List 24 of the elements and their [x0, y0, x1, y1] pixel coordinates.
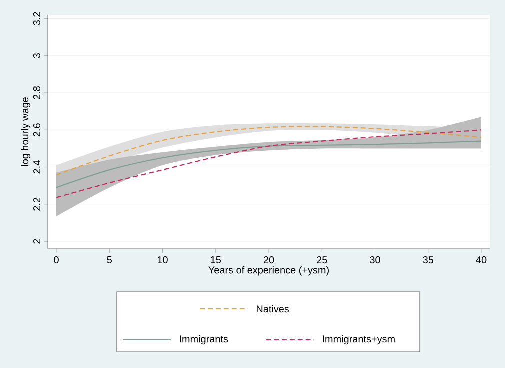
legend-label: Natives [257, 305, 290, 313]
y-axis-title: log hourly wage [21, 98, 31, 166]
y-tick-label: 2.4 [34, 160, 40, 174]
legend-label: Immigrants+ysm [323, 335, 395, 345]
x-tick-label: 0 [54, 256, 59, 264]
line-series [56, 130, 482, 198]
y-tick-label: 2.2 [34, 198, 40, 211]
x-tick-label: 20 [264, 256, 274, 264]
y-tick-label: 2 [34, 239, 40, 244]
y-tick-label: 2.6 [33, 124, 40, 137]
line-series [56, 126, 482, 176]
x-tick-label: 15 [211, 256, 222, 264]
x-tick-label: 40 [476, 256, 487, 264]
x-tick-label: 5 [107, 256, 112, 264]
x-tick-label: 35 [423, 256, 434, 264]
y-tick-label: 2.8 [33, 86, 40, 100]
y-tick-label: 3.2 [33, 12, 40, 26]
x-tick-label: 25 [317, 256, 328, 264]
x-tick-label: 30 [370, 256, 380, 264]
y-tick-label: 3 [33, 54, 40, 58]
legend-label: Immigrants [180, 335, 228, 345]
x-tick-label: 10 [158, 256, 168, 264]
line-series [56, 140, 482, 188]
x-axis-title: Years of experience (+ysm) [208, 266, 329, 276]
